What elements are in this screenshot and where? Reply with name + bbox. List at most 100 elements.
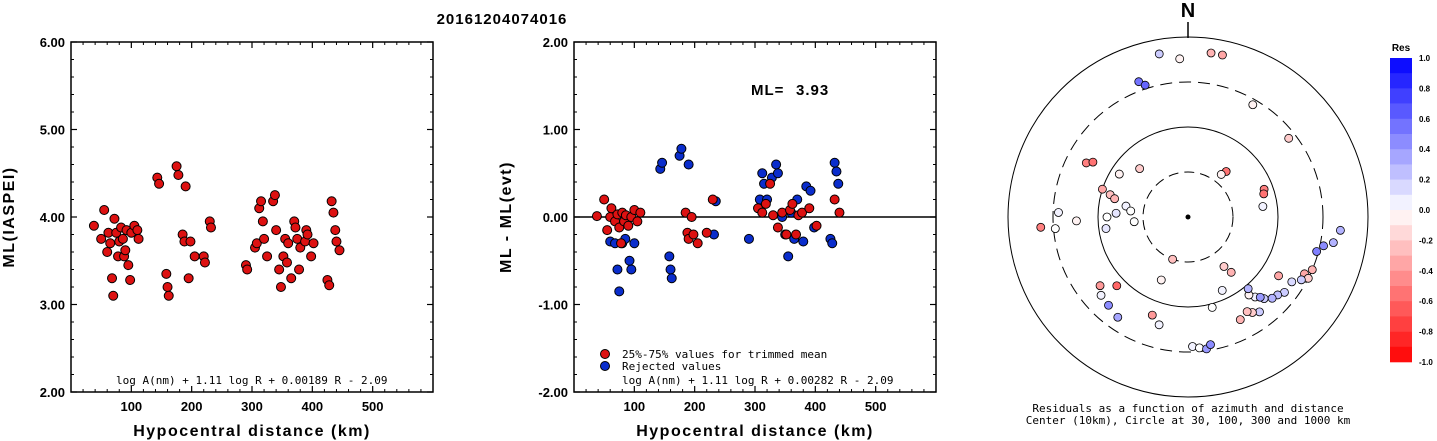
data-point	[251, 238, 262, 249]
colorbar-cell	[1390, 240, 1412, 256]
colorbar-cell	[1390, 346, 1412, 363]
colorbar-ticks: 1.0 0.8 0.6 0.4 0.2 0.0 -0.2 -0.4 -0.6 -0.8 -1.0	[1419, 54, 1433, 367]
station-residual-point	[1140, 80, 1150, 90]
residual-colorbar: Res 1.0 0.8 0.6 0.4 0.2 0.0 -0.2 -0.4 -0.6 -0.8 -1…	[1390, 43, 1433, 367]
data-point	[108, 290, 119, 301]
colorbar-cell	[1390, 164, 1412, 180]
data-point	[256, 196, 267, 207]
rejected-point	[612, 264, 623, 275]
data-point	[308, 238, 319, 249]
data-point	[199, 257, 210, 268]
station-residual-point	[1296, 275, 1306, 285]
data-point	[185, 236, 196, 247]
legend-marker-rejected	[600, 361, 610, 371]
station-residual-point	[1259, 189, 1269, 199]
station-residual-point	[1102, 212, 1112, 222]
station-residual-point	[1135, 164, 1145, 174]
accepted-point	[686, 212, 697, 222]
station-residual-point	[1072, 216, 1081, 226]
middle-data-points	[591, 143, 845, 297]
data-point	[171, 161, 182, 172]
station-residual-point	[1168, 254, 1178, 264]
data-point	[331, 236, 342, 247]
station-residual-point	[1226, 267, 1236, 277]
north-label: N	[1181, 0, 1195, 22]
data-point	[123, 260, 134, 271]
legend-label-accepted: 25%-75% values for trimmed mean	[622, 348, 827, 361]
accepted-point	[701, 227, 712, 238]
data-point	[133, 233, 144, 244]
colorbar-tick-label: -0.4	[1419, 267, 1433, 276]
station-residual-point	[1274, 271, 1283, 281]
data-point	[269, 190, 280, 201]
rejected-point	[829, 157, 840, 168]
accepted-point	[623, 220, 634, 231]
accepted-point	[772, 222, 783, 233]
middle-x-ticks: 100 200 300 400 500	[585, 42, 925, 414]
data-point	[205, 222, 216, 233]
rejected-point	[743, 233, 754, 244]
data-point	[324, 280, 335, 291]
station-residual-point	[1101, 224, 1111, 233]
colorbar-tick-label: -1.0	[1419, 358, 1433, 367]
data-point	[306, 251, 317, 262]
accepted-point	[760, 198, 771, 209]
station-residual-point	[1054, 208, 1063, 217]
station-residual-point	[1098, 184, 1107, 194]
middle-y-axis-label: ML - ML(evt)	[498, 161, 515, 273]
data-point	[257, 216, 268, 227]
station-residual-point	[1096, 290, 1106, 300]
station-residual-point	[1242, 307, 1252, 317]
colorbar-cell	[1390, 194, 1412, 211]
accepted-point	[804, 203, 815, 214]
station-residual-point	[1113, 312, 1123, 322]
data-point	[154, 178, 165, 189]
accepted-point	[768, 210, 779, 221]
station-residual-point	[1114, 169, 1124, 179]
colorbar-tick-label: 0.4	[1419, 145, 1431, 154]
colorbar-title: Res	[1392, 43, 1411, 54]
station-residual-point	[1216, 170, 1226, 179]
legend-label-rejected: Rejected values	[622, 360, 721, 373]
rejected-point	[805, 185, 816, 196]
station-residual-point	[1248, 100, 1258, 110]
accepted-point	[632, 216, 643, 227]
accepted-point	[781, 229, 792, 240]
station-residual-point	[1255, 292, 1265, 302]
data-point	[132, 225, 143, 236]
accepted-point	[591, 211, 602, 222]
colorbar-cell	[1390, 88, 1412, 104]
station-residual-point	[1095, 281, 1105, 291]
data-point	[183, 273, 194, 284]
left-x-axis-label: Hypocentral distance (km)	[133, 423, 371, 440]
event-title: 20161204074016	[437, 11, 568, 28]
accepted-point	[787, 198, 798, 209]
colorbar-tick-label: 1.0	[1419, 54, 1431, 63]
y-tick-label: 0.00	[543, 210, 568, 225]
x-tick-label: 400	[804, 399, 826, 414]
station-residual-point	[1147, 310, 1157, 320]
data-point	[105, 238, 116, 249]
data-point	[275, 282, 286, 292]
data-point	[88, 220, 99, 231]
middle-legend: 25%-75% values for trimmed mean Rejected…	[600, 348, 827, 373]
colorbar-cells	[1390, 58, 1412, 363]
left-y-axis-label: ML(IASPEI)	[1, 166, 18, 267]
colorbar-cell	[1390, 286, 1412, 302]
accepted-point	[797, 207, 808, 218]
station-residual-point	[1050, 224, 1060, 234]
station-residual-point	[1088, 157, 1098, 167]
station-residual-point	[1206, 340, 1215, 350]
station-residual-point	[1243, 284, 1253, 294]
data-point	[163, 290, 174, 301]
data-point	[302, 229, 313, 240]
y-tick-label: 2.00	[543, 35, 568, 50]
accepted-point	[599, 194, 610, 205]
rejected-point	[683, 159, 694, 170]
y-tick-label: 2.00	[40, 385, 65, 400]
x-tick-label: 200	[181, 399, 203, 414]
polar-residual-panel: N Residuals as a function of azimuth and…	[1007, 0, 1369, 427]
colorbar-cell	[1390, 103, 1412, 120]
colorbar-tick-label: 0.8	[1419, 84, 1431, 93]
